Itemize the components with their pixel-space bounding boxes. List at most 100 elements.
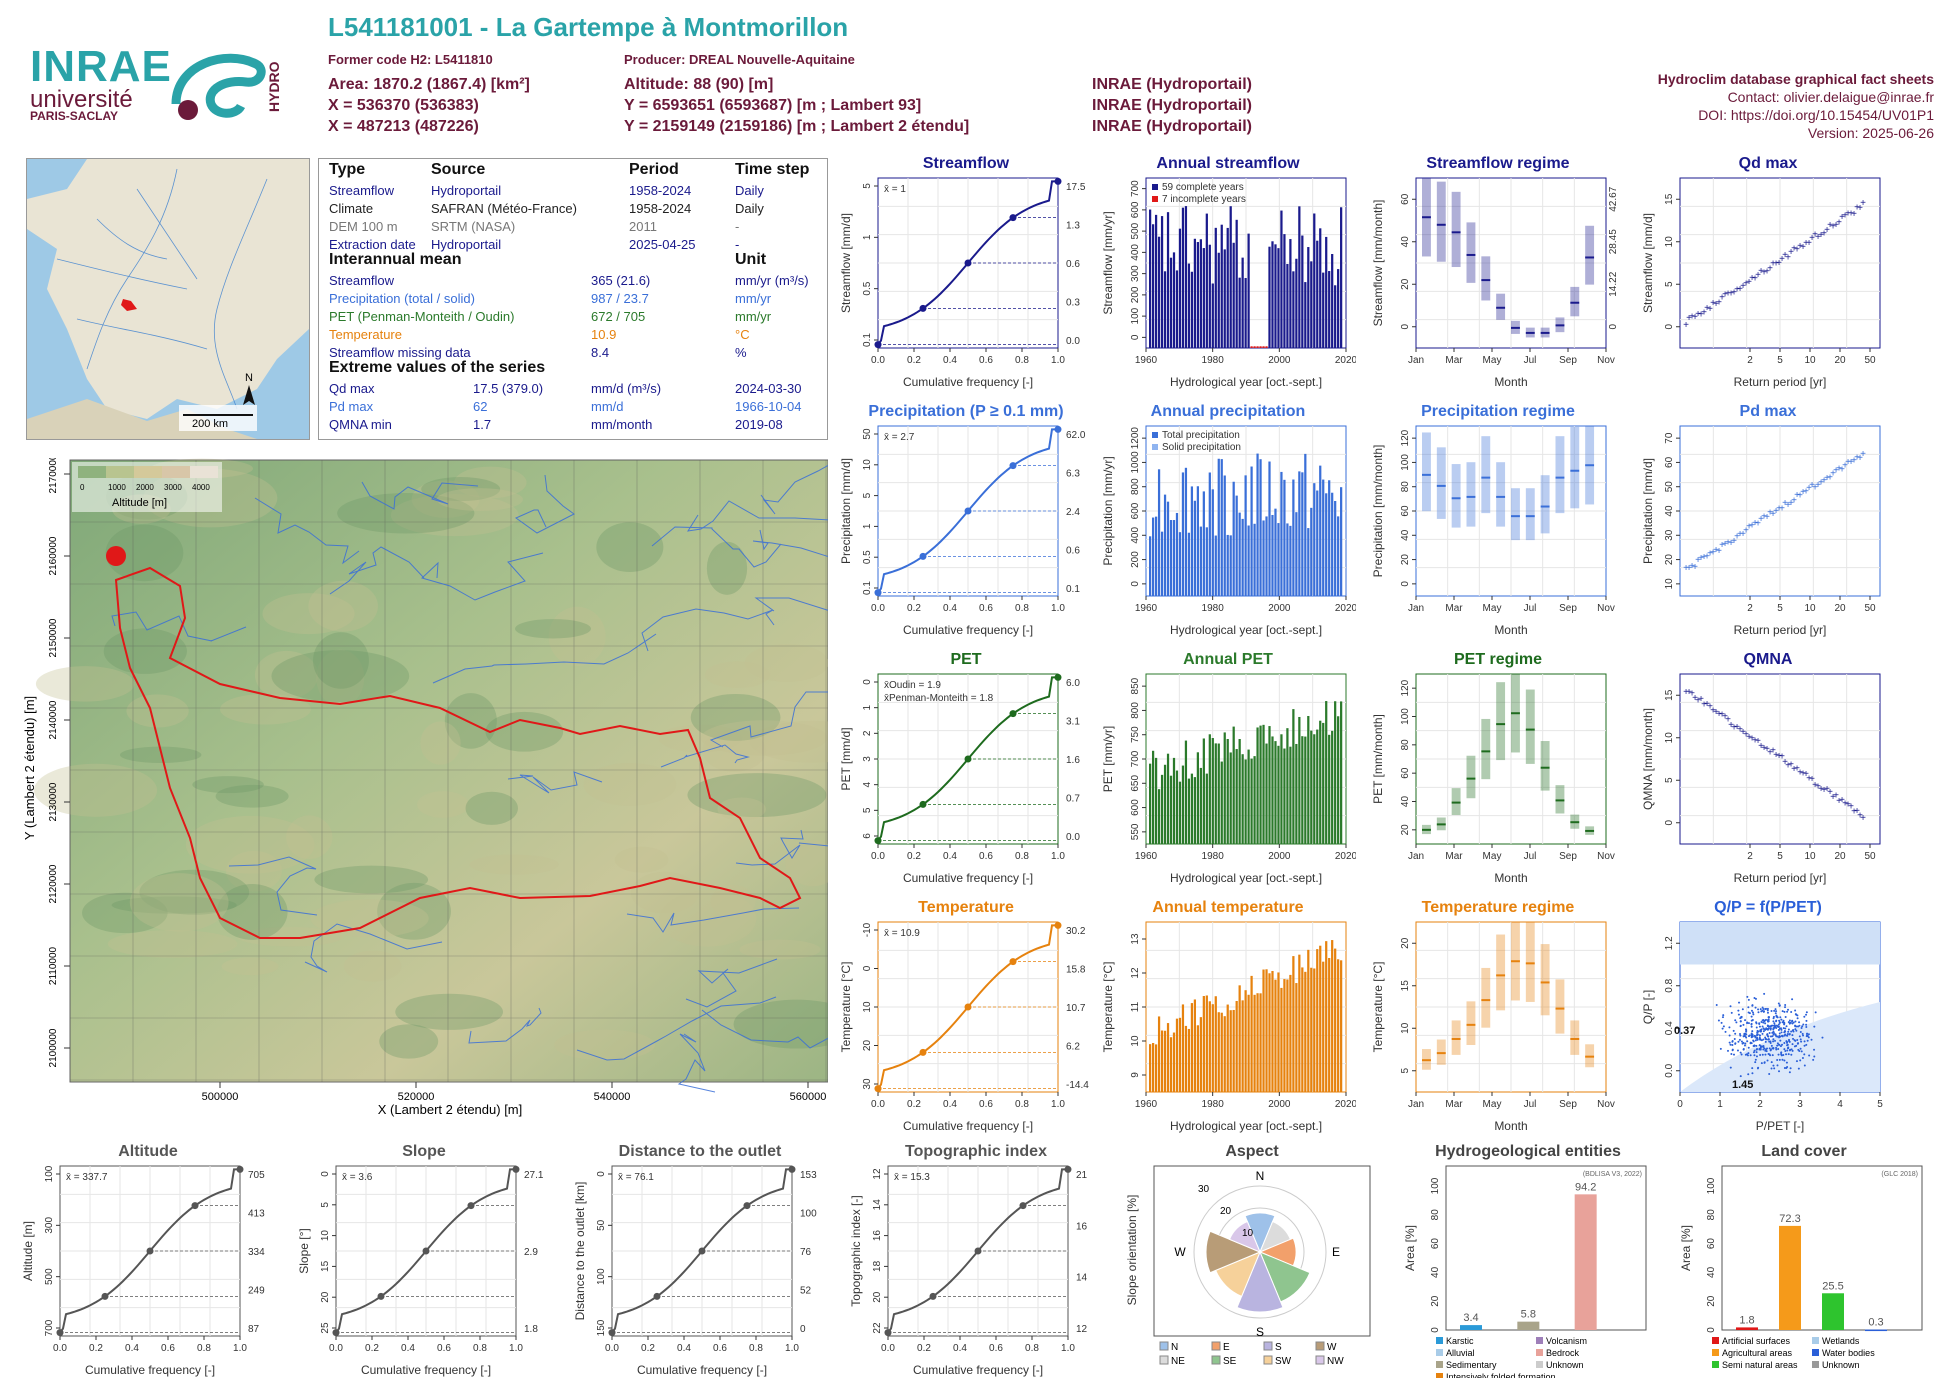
return-period-point: + [1845, 209, 1851, 220]
annual-bar [1149, 536, 1152, 596]
annual-bar [1154, 516, 1158, 596]
annual-bar [1211, 283, 1214, 348]
qp-point [1737, 1013, 1740, 1016]
chart-y-tick: 0 [320, 1171, 331, 1177]
annual-bar [1256, 346, 1259, 348]
chart-y-tick: 5 [862, 492, 873, 498]
chart-y-tick: 15 [1664, 193, 1675, 205]
chart-y-tick: 4 [862, 781, 873, 787]
chart-y-label: Slope orientation [%] [1125, 1195, 1139, 1306]
annual-bar [1149, 763, 1152, 844]
chart-y-tick: 80 [1706, 1209, 1717, 1221]
doi: DOI: https://doi.org/10.15454/UV01P1 [1698, 107, 1934, 123]
annual-bar [1157, 1016, 1161, 1092]
chart-title: Pd max [1740, 403, 1797, 420]
qp-point [1799, 1038, 1802, 1041]
chart-x-tick: Nov [1597, 355, 1615, 366]
annual-bar [1229, 206, 1232, 348]
annual-bar [1199, 767, 1202, 844]
map-y-tick: 2100000 [48, 1028, 59, 1067]
annual-bar [1322, 961, 1325, 1092]
chart-y-tick: 850 [1130, 677, 1141, 694]
qp-point [1774, 1033, 1777, 1036]
altitude-legend-title: Altitude [m] [112, 497, 167, 509]
return-period-point: + [1725, 288, 1731, 299]
chart-title: Annual streamflow [1156, 155, 1300, 172]
return-period-point: + [1854, 202, 1860, 213]
extreme-label: QMNA min [329, 417, 392, 432]
return-period-point: + [1737, 529, 1743, 540]
qp-point [1787, 1053, 1790, 1056]
qp-point [1767, 1016, 1770, 1019]
chart-title: PET regime [1454, 651, 1542, 668]
annual-bar [1304, 282, 1307, 348]
annual-bar [1250, 466, 1253, 596]
chart-y-label: Altitude [m] [21, 1221, 35, 1281]
return-period-point: + [1779, 504, 1785, 515]
chart-x-tick: 0.0 [871, 1099, 885, 1110]
chart-y-tick: 550 [1130, 823, 1141, 840]
annual-bar [1340, 701, 1343, 844]
return-period-point: + [1743, 278, 1749, 289]
qp-point [1747, 1022, 1750, 1025]
extreme-label: Qd max [329, 381, 375, 396]
info-type: Climate [329, 201, 374, 216]
annual-bar [1226, 739, 1229, 844]
annual-bar [1283, 479, 1286, 596]
annual-bar [1196, 486, 1199, 596]
map-y-tick: 2170000 [48, 458, 59, 493]
qp-point [1751, 1030, 1754, 1033]
regime-box [1496, 682, 1506, 761]
france-locator-map: 200 km N [26, 158, 310, 440]
chart-x-tick: 0.4 [943, 851, 957, 862]
qp-point [1740, 1053, 1743, 1056]
annual-bar [1268, 246, 1271, 348]
chart-y-tick: 0 [1664, 820, 1675, 826]
qp-point [1789, 1048, 1792, 1051]
chart-x-tick: 1960 [1135, 355, 1158, 366]
qp-point [1750, 1015, 1753, 1018]
annual-bar [1157, 469, 1161, 596]
info-source: SAFRAN (Météo-France) [431, 201, 577, 216]
annual-bar [1253, 523, 1256, 596]
chart-x-tick: 1.0 [785, 1343, 799, 1354]
annual-bar [1325, 941, 1328, 1092]
return-period-point: + [1740, 727, 1746, 738]
chart-x-label: Cumulative frequency [-] [85, 1363, 215, 1377]
return-period-point: + [1794, 490, 1800, 501]
interannual-label: Temperature [329, 327, 402, 342]
return-period-point: + [1851, 456, 1857, 467]
qp-point [1792, 1037, 1795, 1040]
qp-point [1753, 1044, 1756, 1047]
annual-bar [1163, 271, 1167, 348]
annual-bar [1172, 520, 1176, 596]
map-x-tick: 540000 [594, 1091, 631, 1103]
y-lambert93: Y = 6593651 (6593687) [m ; Lambert 93] [624, 97, 922, 114]
chart-y-tick: 0 [862, 679, 873, 685]
annual-bar [1244, 759, 1247, 844]
annual-bar [1151, 1042, 1155, 1092]
chart-y-tick: 600 [1130, 201, 1141, 218]
chart-x-tick: 0.8 [1015, 1099, 1029, 1110]
info-step: Daily [735, 201, 764, 216]
regime-box [1466, 462, 1476, 527]
chart-y-tick: 0.1 [862, 333, 873, 347]
chart-right-tick: 2.9 [524, 1247, 538, 1258]
qp-point [1773, 1009, 1776, 1012]
qp-point [1766, 1047, 1769, 1050]
map-y-tick: 2130000 [48, 782, 59, 821]
return-period-point: + [1746, 277, 1752, 288]
chart-qd-max: Qd max Return period [yr] Streamflow [mm/d… [1641, 155, 1881, 389]
chart-title: Streamflow [923, 155, 1010, 172]
annual-bar [1277, 248, 1280, 348]
qp-point [1738, 1038, 1741, 1041]
qp-point [1734, 1032, 1737, 1035]
chart-altitude-cdf: Altitude Cumulative frequency [-] Altitude… [21, 1143, 265, 1377]
chart-right-tick: 0.0 [1066, 336, 1080, 347]
annual-bar [1292, 271, 1295, 348]
chart-x-tick: 1.0 [1051, 1099, 1065, 1110]
chart-title: Streamflow regime [1426, 155, 1569, 172]
annual-bar [1154, 214, 1158, 348]
return-period-point: + [1683, 320, 1689, 331]
chart-x-label: Cumulative frequency [-] [637, 1363, 767, 1377]
